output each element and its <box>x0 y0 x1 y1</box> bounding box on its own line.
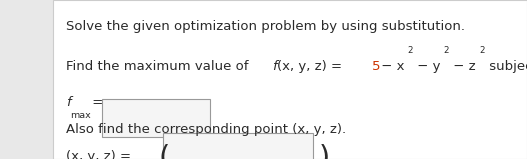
Text: Find the maximum value of: Find the maximum value of <box>66 60 252 73</box>
Text: Solve the given optimization problem by using substitution.: Solve the given optimization problem by … <box>66 20 465 33</box>
Text: Also find the corresponding point (x, y, z).: Also find the corresponding point (x, y,… <box>66 123 346 136</box>
Text: ): ) <box>319 144 330 159</box>
Text: 2: 2 <box>407 46 413 55</box>
Text: 2: 2 <box>479 46 484 55</box>
FancyBboxPatch shape <box>163 133 314 159</box>
Text: 5: 5 <box>372 60 380 73</box>
Text: − y: − y <box>413 60 441 73</box>
Text: − z: − z <box>449 60 475 73</box>
Text: =: = <box>88 96 103 109</box>
Text: (: ( <box>158 144 169 159</box>
Text: − x: − x <box>377 60 405 73</box>
Text: subject to z =: subject to z = <box>484 60 527 73</box>
Text: f: f <box>66 96 71 109</box>
Text: (x, y, z) =: (x, y, z) = <box>66 150 135 159</box>
Text: 2: 2 <box>443 46 448 55</box>
Text: max: max <box>70 111 91 120</box>
FancyBboxPatch shape <box>53 0 527 159</box>
FancyBboxPatch shape <box>102 99 210 137</box>
Text: f: f <box>272 60 276 73</box>
Text: (x, y, z) =: (x, y, z) = <box>277 60 346 73</box>
